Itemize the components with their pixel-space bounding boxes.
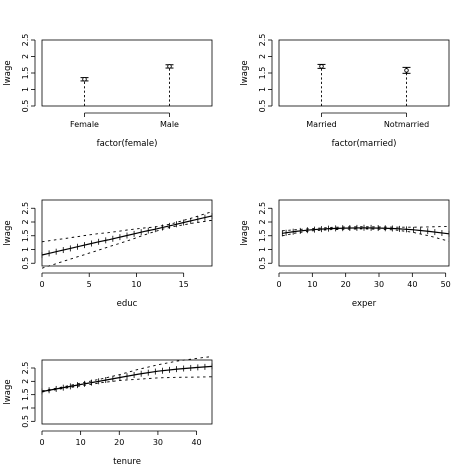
y-tick-label: 0.5 — [258, 100, 267, 113]
y-axis-label: lwage — [3, 60, 13, 85]
x-axis-label: educ — [117, 299, 138, 309]
panel-4: 0.5 1 1.5 2 2.5 lwage 0 10 20 30 40 50 exper — [240, 199, 451, 309]
upper-confidence-band — [282, 225, 450, 232]
x-axis-label: factor(female) — [97, 139, 158, 149]
y-tick-label: 1 — [21, 87, 30, 92]
y-tick-label: 1.5 — [258, 67, 267, 80]
x-tick-label: 0 — [39, 280, 44, 289]
y-tick-label: 2.5 — [21, 34, 30, 47]
x-axis-label: exper — [352, 299, 377, 309]
x-axis-label: factor(married) — [332, 139, 397, 149]
x-tick-label: Male — [160, 120, 179, 129]
x-tick-label: Notmarried — [384, 120, 429, 129]
y-tick-label: 1.5 — [21, 67, 30, 80]
x-tick-label: 50 — [441, 280, 451, 289]
y-tick-label: 0.5 — [258, 257, 267, 270]
y-tick-label: 2 — [21, 54, 30, 59]
lower-confidence-band — [41, 219, 213, 269]
estimate-point — [404, 68, 409, 73]
upper-confidence-band — [41, 211, 213, 243]
y-tick-label: 2 — [258, 219, 267, 224]
y-tick-label: 2.5 — [258, 202, 267, 215]
fit-line — [282, 227, 450, 235]
x-tick-label: Female — [70, 120, 99, 129]
y-tick-label: 1.5 — [21, 388, 30, 401]
y-tick-label: 0.5 — [21, 415, 30, 428]
panel-5: 0.5 1 1.5 2 2.5 lwage 0 10 20 30 40 tenure — [3, 356, 213, 467]
y-tick-label: 2 — [21, 379, 30, 384]
plot-frame — [41, 199, 213, 267]
x-tick-label: 10 — [307, 280, 317, 289]
y-tick-label: 2 — [21, 219, 30, 224]
y-tick-label: 0.5 — [21, 100, 30, 113]
y-tick-label: 1.5 — [258, 229, 267, 242]
x-tick-label: 40 — [191, 438, 201, 447]
estimate-point — [319, 64, 324, 69]
y-axis-label: lwage — [3, 220, 13, 245]
panel-3: 0.5 1 1.5 2 2.5 lwage 0 5 10 15 educ — [3, 199, 213, 309]
x-axis-label: tenure — [113, 457, 141, 467]
y-axis-label: lwage — [240, 220, 250, 245]
x-tick-label: 30 — [374, 280, 384, 289]
y-tick-label: 2.5 — [21, 202, 30, 215]
fit-line — [41, 365, 213, 393]
y-tick-label: 1.5 — [21, 229, 30, 242]
estimate-point — [82, 77, 87, 82]
x-tick-label: 30 — [153, 438, 163, 447]
y-tick-label: 2.5 — [21, 362, 30, 375]
y-tick-label: 2 — [258, 54, 267, 59]
y-axis-label: lwage — [3, 379, 13, 404]
x-tick-label: 0 — [276, 280, 281, 289]
x-tick-label: 5 — [87, 280, 92, 289]
plot-frame — [41, 39, 213, 107]
x-tick-label: 0 — [39, 438, 44, 447]
y-tick-label: 1 — [258, 87, 267, 92]
estimate-point — [167, 64, 172, 69]
y-axis-label: lwage — [240, 60, 250, 85]
x-tick-label: 20 — [341, 280, 351, 289]
x-tick-label: 40 — [407, 280, 417, 289]
y-tick-label: 1 — [258, 247, 267, 252]
x-tick-label: 15 — [179, 280, 189, 289]
x-tick-label: Married — [306, 120, 336, 129]
panel-1: 0.5 1 1.5 2 2.5 lwage Female Male factor(female) — [3, 34, 213, 149]
y-tick-label: 1 — [21, 247, 30, 252]
lower-confidence-band — [41, 376, 213, 393]
x-tick-label: 10 — [76, 438, 86, 447]
plot-frame — [278, 199, 450, 267]
y-tick-label: 2.5 — [258, 34, 267, 47]
plot-frame — [278, 39, 450, 107]
y-tick-label: 0.5 — [21, 257, 30, 270]
y-tick-label: 1 — [21, 405, 30, 410]
x-tick-label: 10 — [131, 280, 141, 289]
lower-confidence-band — [282, 228, 450, 242]
x-tick-label: 20 — [114, 438, 124, 447]
panel-2: 0.5 1 1.5 2 2.5 lwage Married Notmarried factor(… — [240, 34, 450, 149]
plot-frame — [41, 359, 213, 425]
